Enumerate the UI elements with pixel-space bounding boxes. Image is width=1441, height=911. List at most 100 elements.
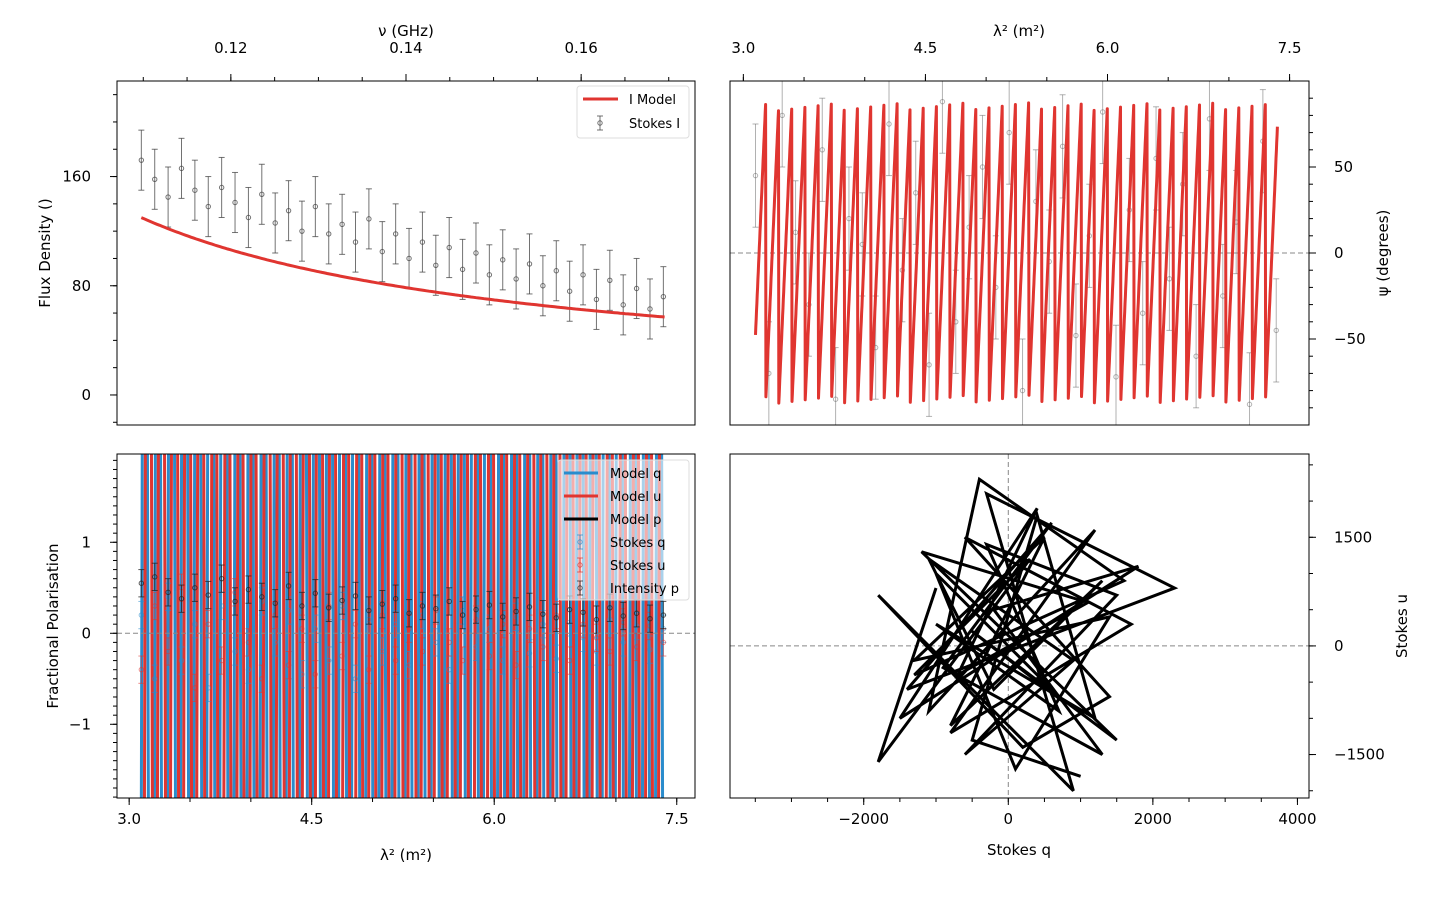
stokes-u-point: [660, 639, 667, 646]
stokes-psi-point: [913, 190, 919, 196]
stokes-i-point: [299, 228, 305, 234]
stokes-psi-point: [752, 172, 759, 179]
intensity-p-point: [312, 590, 319, 596]
stokes-q-point: [272, 639, 278, 646]
x-tick-label: 7.5: [1278, 39, 1302, 57]
intensity-p-point: [232, 598, 238, 605]
stokes-i-point: [660, 293, 667, 300]
intensity-p-point: [500, 614, 506, 620]
stokes-psi-point: [939, 98, 946, 105]
stokes-psi-point: [926, 362, 932, 368]
x-tick-label: 0: [1004, 810, 1014, 828]
stokes-q-point: [406, 662, 412, 668]
legend-stokes-u-point: [577, 562, 583, 568]
stokes-u-point: [607, 648, 613, 655]
stokes-u-point: [540, 644, 546, 650]
x-tick-label: 7.5: [665, 810, 689, 828]
stokes-q-point: [152, 676, 158, 682]
intensity-p-point: [152, 574, 158, 580]
y-tick-label: −50: [1334, 330, 1366, 348]
intensity-p-point: [446, 598, 452, 605]
intensity-p-point: [192, 585, 198, 591]
stokes-i-point: [513, 276, 519, 282]
stokes-i-point: [366, 216, 372, 222]
stokes-u-point: [245, 639, 252, 646]
x-axis-label: Stokes q: [987, 841, 1051, 859]
stokes-u-point: [138, 666, 145, 673]
stokes-i-point: [607, 277, 613, 284]
intensity-p-point: [486, 602, 493, 608]
stokes-q-point: [392, 621, 399, 627]
stokes-u-point: [486, 653, 493, 659]
x-tick-label: −2000: [838, 810, 889, 828]
frac-plot-area: [117, 454, 695, 798]
stokes-q-point: [352, 676, 359, 682]
stokes-u-point: [593, 635, 600, 641]
intensity-p-point: [607, 605, 613, 611]
legend-label: I Model: [629, 93, 676, 108]
stokes-i-point: [473, 250, 479, 256]
x-tick-label: 6.0: [482, 810, 506, 828]
stokes-psi-point: [792, 229, 799, 236]
intensity-p-point: [620, 613, 626, 619]
y-tick-label: 50: [1334, 158, 1353, 176]
stokes-psi-point: [819, 147, 825, 153]
stokes-i-point: [326, 231, 332, 237]
y-axis-label: Flux Density (): [36, 198, 54, 307]
stokes-i-point: [285, 207, 292, 214]
stokes-i-point: [392, 231, 399, 237]
stokes-i-point: [192, 187, 198, 193]
stokes-i-point: [138, 157, 145, 163]
stokes-u-point: [446, 639, 452, 646]
frac-axes-frame: [116, 453, 696, 799]
legend-label: Stokes I: [629, 117, 680, 132]
intensity-p-point: [580, 609, 586, 616]
intensity-p-point: [138, 580, 145, 586]
stokes-i-point: [165, 194, 171, 200]
stokes-psi-point: [1166, 276, 1173, 282]
stokes-i-point: [446, 244, 452, 251]
stokes-i-point: [272, 220, 278, 226]
stokes-psi-point: [1073, 332, 1079, 339]
stokes-psi-point: [832, 396, 839, 402]
stokes-i-point: [433, 262, 439, 268]
stokes-q-point: [192, 621, 198, 627]
legend-label: Stokes q: [610, 536, 666, 551]
intensity-p-point: [326, 605, 332, 611]
x-tick-label: 4.5: [300, 810, 324, 828]
y-axis-label: Fractional Polarisation: [44, 543, 62, 708]
y-tick-label: 80: [72, 277, 91, 295]
stokes-i-point: [406, 255, 412, 262]
legend-stokes-q-point: [577, 539, 583, 545]
stokes-i-point: [339, 221, 345, 228]
stokes-u-point: [312, 671, 319, 677]
stokes-q-point: [526, 650, 533, 657]
psi-model-line: [754, 101, 1279, 405]
intensity-p-point: [165, 589, 171, 596]
stokes-u-point: [566, 657, 573, 664]
stokes-i-point: [459, 266, 466, 273]
y-tick-label: 0: [1334, 244, 1344, 262]
intensity-p-point: [513, 608, 519, 615]
stokes-q-point: [232, 648, 238, 655]
stokes-psi-point: [1099, 109, 1106, 115]
y-axis-label: Stokes u: [1393, 594, 1411, 658]
intensity-p-point: [205, 592, 211, 598]
x-tick-label: 0.12: [214, 39, 247, 57]
intensity-p-point: [259, 594, 265, 600]
i-model-line: [140, 216, 665, 319]
stokes-q-point: [486, 626, 493, 632]
stokes-i-point: [205, 203, 211, 210]
stokes-q-point: [473, 644, 479, 650]
stokes-q-point: [299, 671, 305, 677]
top-x-axis-label: ν (GHz): [378, 22, 434, 40]
flux-plot-area: [138, 129, 667, 340]
stokes-u-point: [392, 657, 399, 664]
stokes-q-point: [500, 657, 506, 664]
intensity-p-point: [473, 606, 479, 613]
intensity-p-point: [245, 586, 252, 593]
intensity-p-point: [433, 606, 439, 612]
stokes-i-point: [178, 165, 185, 172]
stokes-i-point: [152, 176, 158, 182]
intensity-p-point: [218, 575, 225, 582]
